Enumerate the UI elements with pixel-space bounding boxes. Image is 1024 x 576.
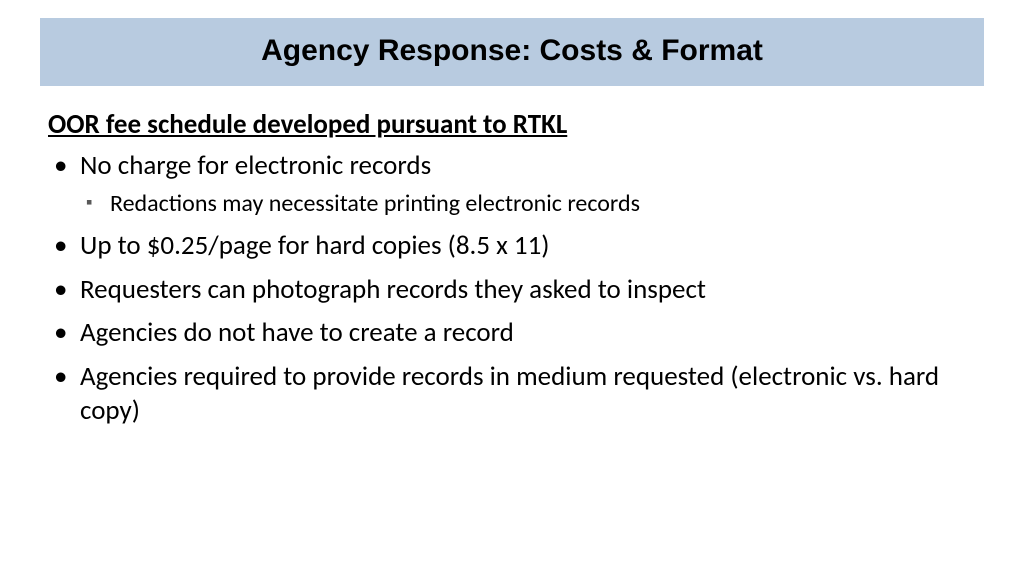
- slide-body: OOR fee schedule developed pursuant to R…: [0, 86, 1024, 428]
- list-item: No charge for electronic records Redacti…: [48, 149, 976, 219]
- body-heading: OOR fee schedule developed pursuant to R…: [48, 108, 976, 141]
- title-bar: Agency Response: Costs & Format: [40, 18, 984, 86]
- bullet-list: No charge for electronic records Redacti…: [48, 149, 976, 428]
- bullet-text: No charge for electronic records: [80, 149, 431, 182]
- sub-bullet-list: Redactions may necessitate printing elec…: [80, 189, 976, 219]
- bullet-text: Agencies do not have to create a record: [80, 316, 514, 349]
- bullet-text: Agencies required to provide records in …: [80, 360, 939, 427]
- list-item: Agencies required to provide records in …: [48, 360, 976, 428]
- bullet-text: Requesters can photograph records they a…: [80, 273, 706, 306]
- list-item: Up to $0.25/page for hard copies (8.5 x …: [48, 229, 976, 263]
- list-item: Redactions may necessitate printing elec…: [80, 189, 976, 219]
- list-item: Agencies do not have to create a record: [48, 316, 976, 350]
- slide-title: Agency Response: Costs & Format: [261, 34, 763, 67]
- slide: Agency Response: Costs & Format OOR fee …: [0, 18, 1024, 576]
- sub-bullet-text: Redactions may necessitate printing elec…: [110, 189, 640, 218]
- bullet-text: Up to $0.25/page for hard copies (8.5 x …: [80, 229, 549, 262]
- list-item: Requesters can photograph records they a…: [48, 273, 976, 307]
